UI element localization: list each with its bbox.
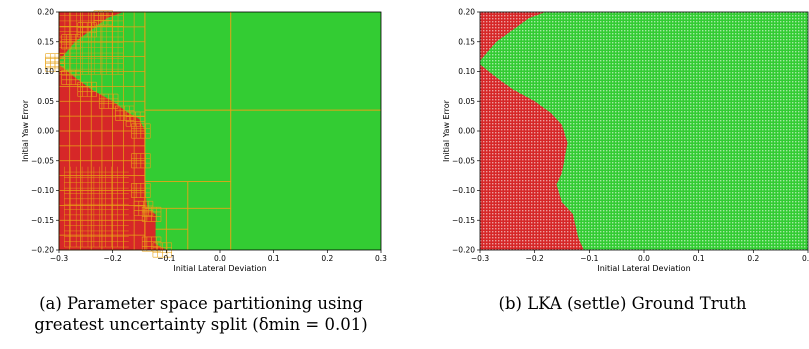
y-tick-label: 0.00	[458, 127, 475, 136]
x-tick-label: 0.0	[638, 254, 650, 263]
y-tick-label: −0.15	[31, 216, 54, 225]
x-tick-label: −0.1	[580, 254, 598, 263]
panel-b-axes: −0.3 −0.2 −0.1 0.0 0.1 0.2 0.3 0.20 0.15 0.10 0.05…	[452, 8, 809, 263]
x-tick-label: −0.1	[157, 254, 175, 263]
x-tick-label: 0.0	[214, 254, 226, 263]
x-tick-label: 0.3	[802, 254, 809, 263]
y-tick-label: −0.05	[31, 156, 54, 165]
x-tick-label: 0.1	[268, 254, 280, 263]
panel-b-plot-area	[480, 12, 808, 250]
x-tick-label: 0.2	[747, 254, 759, 263]
panel-a-axes: −0.3 −0.2 −0.1 0.0 0.1 0.2 0.3 0.20 0.15 0.10 0.05…	[31, 8, 387, 263]
panel-b-ground-truth-plot: −0.3 −0.2 −0.1 0.0 0.1 0.2 0.3 0.20 0.15 0.10 0.05…	[442, 8, 809, 273]
caption-b-line-1: (b) LKA (settle) Ground Truth	[498, 294, 747, 313]
caption-a-line-1: (a) Parameter space partitioning using	[39, 294, 363, 313]
x-tick-label: −0.3	[471, 254, 489, 263]
y-tick-label: −0.10	[452, 186, 475, 195]
y-tick-label: −0.20	[31, 246, 54, 255]
caption-a-line-2: greatest uncertainty split (δmin = 0.01)	[34, 315, 368, 334]
y-tick-label: 0.15	[458, 37, 475, 46]
y-tick-label: −0.10	[31, 186, 54, 195]
panel-b-y-axis-label: Initial Yaw Error	[442, 99, 451, 162]
panel-a-partition-plot: −0.3 −0.2 −0.1 0.0 0.1 0.2 0.3 0.20 0.15 0.10 0.05…	[21, 8, 387, 273]
x-tick-label: 0.1	[693, 254, 705, 263]
x-tick-label: 0.3	[375, 254, 387, 263]
y-tick-label: 0.15	[37, 37, 54, 46]
x-tick-label: −0.3	[50, 254, 68, 263]
y-tick-label: 0.10	[37, 67, 54, 76]
y-tick-label: −0.20	[452, 246, 475, 255]
x-tick-label: 0.2	[321, 254, 333, 263]
panel-a-y-axis-label: Initial Yaw Error	[21, 99, 30, 162]
y-tick-label: 0.05	[37, 97, 54, 106]
caption-panel-a: (a) Parameter space partitioning using g…	[0, 293, 402, 335]
panel-a-x-axis-label: Initial Lateral Deviation	[173, 264, 266, 273]
sample-point-grid	[480, 12, 808, 250]
y-tick-label: 0.20	[458, 8, 475, 17]
y-tick-label: 0.10	[458, 67, 475, 76]
panel-b-x-axis-label: Initial Lateral Deviation	[597, 264, 690, 273]
caption-panel-b: (b) LKA (settle) Ground Truth	[436, 293, 809, 314]
y-tick-label: 0.05	[458, 97, 475, 106]
y-tick-label: 0.00	[37, 127, 54, 136]
y-tick-label: −0.05	[452, 156, 475, 165]
y-tick-label: 0.20	[37, 8, 54, 17]
y-tick-label: −0.15	[452, 216, 475, 225]
panel-a-plot-area	[45, 10, 381, 258]
x-tick-label: −0.2	[104, 254, 122, 263]
x-tick-label: −0.2	[526, 254, 544, 263]
